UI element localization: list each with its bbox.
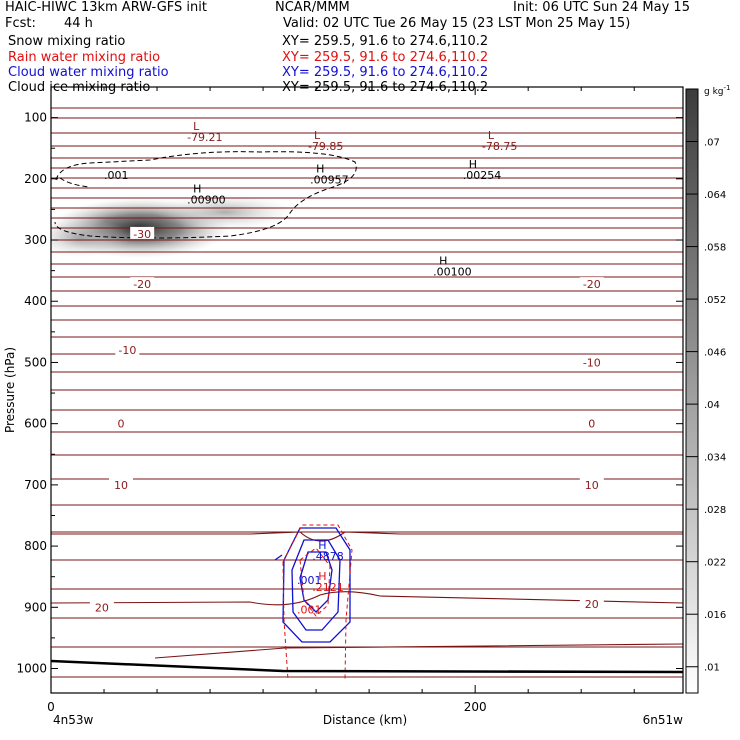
colorbar-tick-label: .028 (704, 505, 726, 516)
extremum-value: .2121 (312, 581, 344, 594)
colorbar-tick-label: .016 (704, 610, 726, 621)
terrain-line (51, 659, 683, 674)
field-rain-name: Rain water mixing ratio (8, 50, 161, 65)
colorbar-tick-label: .034 (704, 453, 726, 464)
section-end-label: 6n51w (643, 713, 684, 727)
extremum-value: .4878 (312, 550, 344, 563)
extremum-value: .00254 (463, 169, 502, 182)
field-cloud-water-xy: XY= 259.5, 91.6 to 274.6,110.2 (282, 65, 489, 80)
temperature-label: -20 (133, 278, 151, 291)
temperature-label-layer: -30 -20 -20 -10 -10 0 0 10 10 20 20 (89, 226, 604, 614)
temperature-label: 20 (95, 601, 109, 614)
temperature-label: 0 (117, 418, 124, 431)
temperature-label-bg (115, 343, 140, 356)
colorbar: .01 .016 .022 .028 .034 .04 .046 .052 .058 .064 .0… (685, 84, 730, 694)
colorbar-tick-label: .046 (704, 348, 726, 359)
extremum-mark: H (439, 255, 447, 268)
extremum-value: -78.75 (482, 140, 517, 153)
extremum-value: -79.21 (187, 131, 222, 144)
plot-frame (50, 86, 684, 694)
section-start-label: 4n53w (53, 713, 94, 727)
y-tick-label: 600 (24, 417, 47, 431)
temperature-label: -20 (583, 278, 601, 291)
y-axis-label: Pressure (hPa) (3, 347, 17, 433)
y-tick-label: 1000 (16, 662, 47, 676)
snow-outline (54, 151, 357, 239)
rain-water-contours (282, 524, 353, 681)
colorbar-tick-label: .058 (704, 243, 726, 254)
extremum-mark: H (193, 182, 201, 195)
colorbar-tick-label: .022 (704, 558, 726, 569)
y-tick-label: 800 (24, 539, 47, 553)
model-org: NCAR/MMM (275, 0, 350, 15)
chart-title: HAIC-HIWC 13km ARW-GFS init (5, 0, 207, 15)
colorbar-tick-label: .052 (704, 295, 726, 306)
temperature-label: 10 (114, 479, 128, 492)
init-time: Init: 06 UTC Sun 24 May 15 (513, 0, 690, 15)
colorbar-tick-label: .04 (704, 400, 720, 411)
x-axis-label: Distance (km) (323, 713, 407, 727)
extremum-value: .00957 (310, 174, 349, 187)
temperature-label: 20 (585, 598, 599, 611)
extrema-layer: L-79.21 L-79.85L-78.75H.00900H.00957H.002… (187, 120, 517, 594)
colorbar-unit: g kg-1 (704, 84, 730, 97)
colorbar-tick-label: .064 (704, 190, 726, 201)
y-tick-label: 200 (24, 172, 47, 186)
snow-shading (51, 194, 295, 258)
extremum-mark: L (193, 120, 200, 133)
temperature-label: -10 (118, 344, 136, 357)
extremum-mark: L (314, 129, 321, 142)
extremum-mark: H (469, 158, 477, 171)
temperature-label-bg (579, 355, 604, 368)
y-tick-label: 300 (24, 233, 47, 247)
forecast-hour: 44 h (64, 16, 93, 31)
extremum-value: .00100 (433, 266, 472, 279)
temperature-label-bg (579, 477, 604, 490)
extremum-mark: H (318, 570, 326, 583)
temperature-label: -10 (583, 356, 601, 369)
field-rain-xy: XY= 259.5, 91.6 to 274.6,110.2 (282, 50, 489, 65)
x-axis: 0 200 (47, 87, 635, 714)
field-snow-xy: XY= 259.5, 91.6 to 274.6,110.2 (282, 34, 489, 49)
field-cloud-water-name: Cloud water mixing ratio (8, 65, 169, 80)
contour-label: .001 (297, 574, 322, 587)
x-tick-label: 200 (464, 700, 487, 714)
field-snow-name: Snow mixing ratio (8, 34, 126, 49)
temperature-label-bg (130, 226, 155, 239)
contour-label-layer: .001 .001 .001 (104, 169, 321, 617)
contour-label: .001 (104, 169, 129, 182)
y-tick-label: 900 (24, 600, 47, 614)
temperature-label: -30 (133, 228, 151, 241)
temperature-label: 0 (588, 418, 595, 431)
contour-label: .001 (297, 603, 322, 616)
extremum-mark: H (318, 539, 326, 552)
temperature-label-bg (579, 416, 604, 429)
y-tick-label: 100 (24, 111, 47, 125)
forecast-label: Fcst: (5, 16, 36, 31)
temperature-label-bg (579, 277, 604, 290)
colorbar-tick-layer: .01 .016 .022 .028 .034 .04 .046 .052 .058 .064 .0… (686, 138, 726, 674)
colorbar-tick-label: .07 (704, 138, 720, 149)
extremum-value: .00900 (187, 193, 226, 206)
temperature-label-bg (108, 416, 133, 429)
temperature-label-bg (579, 597, 604, 610)
temperature-contours (51, 107, 683, 678)
x-tick-label: 0 (47, 700, 55, 714)
valid-time: Valid: 02 UTC Tue 26 May 15 (23 LST Mon … (283, 16, 631, 31)
temperature-label: 10 (585, 479, 599, 492)
temperature-label-bg (108, 477, 133, 490)
y-tick-label: 500 (24, 355, 47, 369)
y-tick-label: 400 (24, 294, 47, 308)
extremum-value: -79.85 (308, 140, 343, 153)
y-tick-label: 700 (24, 478, 47, 492)
temperature-label-bg (89, 600, 114, 613)
colorbar-ramp (685, 88, 699, 694)
extremum-mark: H (316, 163, 324, 176)
colorbar-tick-label: .01 (704, 663, 720, 674)
extremum-mark: L (488, 129, 495, 142)
temperature-label-bg (130, 277, 155, 290)
